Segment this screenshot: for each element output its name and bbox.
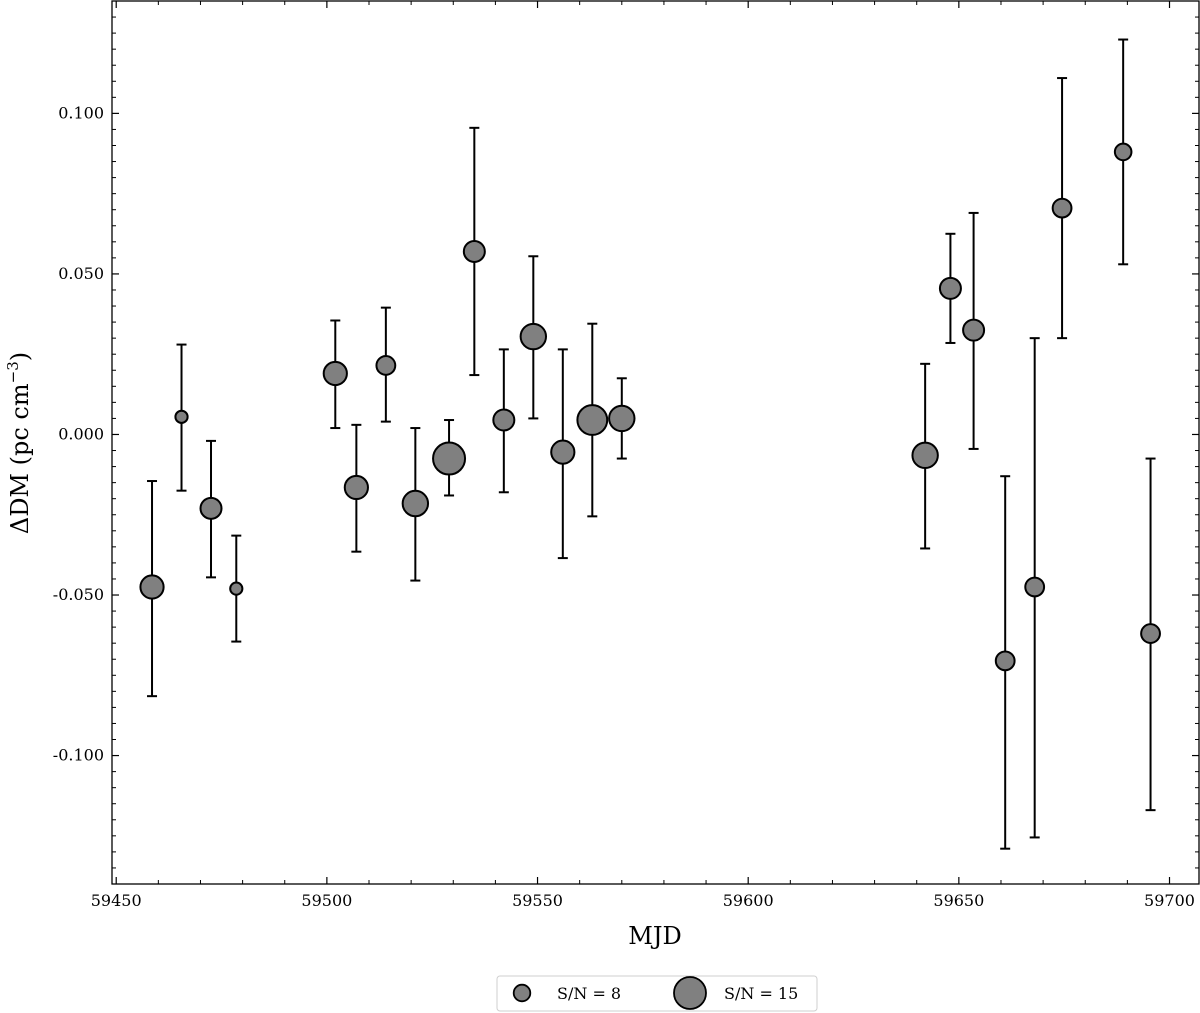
data-points (139, 38, 1161, 850)
x-axis-label: MJD (628, 922, 681, 950)
data-point (462, 126, 486, 377)
data-marker (550, 439, 576, 465)
data-marker (432, 441, 467, 476)
data-marker (1051, 197, 1073, 219)
x-tick-label: 59700 (1144, 891, 1195, 910)
data-marker (139, 574, 165, 600)
data-marker (1113, 142, 1133, 162)
y-axis-label: ΔDM (pc cm−3) (4, 352, 34, 534)
data-point (911, 362, 939, 550)
y-tick-label: -0.100 (53, 746, 104, 765)
data-marker (576, 404, 609, 436)
data-marker (962, 318, 986, 342)
data-point (174, 343, 189, 492)
data-marker (994, 650, 1016, 672)
data-marker (375, 355, 397, 376)
legend-marker-sn8 (512, 983, 532, 1003)
y-tick-label: 0.000 (58, 424, 104, 443)
data-point (199, 439, 223, 579)
data-point (938, 232, 962, 344)
data-point (229, 534, 244, 643)
data-marker (608, 404, 636, 433)
x-tick-label: 59450 (91, 891, 142, 910)
plot-frame (111, 0, 1200, 885)
legend-box (496, 975, 818, 1012)
data-point (375, 306, 397, 423)
data-point (519, 255, 548, 420)
y-axis-label-main: ΔDM (pc cm (6, 383, 34, 534)
data-marker (322, 360, 348, 387)
legend: S/N = 8 S/N = 15 (496, 975, 818, 1012)
data-marker (343, 474, 369, 501)
data-point (550, 348, 576, 560)
data-point (994, 475, 1016, 850)
x-tick-label: 59500 (301, 891, 352, 910)
data-point (1140, 457, 1161, 812)
data-point (343, 423, 369, 553)
data-marker (519, 322, 548, 351)
data-point (322, 319, 348, 430)
legend-marker-sn15 (673, 976, 707, 1010)
data-marker (938, 276, 962, 300)
data-point (401, 427, 430, 582)
y-tick-label: -0.050 (53, 585, 104, 604)
y-axis-label-exponent: −3 (4, 361, 22, 383)
x-tick-label: 59650 (933, 891, 984, 910)
data-marker (174, 409, 189, 424)
data-marker (492, 408, 516, 432)
legend-label-sn15: S/N = 15 (724, 984, 798, 1003)
data-point (432, 419, 467, 497)
x-tick-label: 59600 (723, 891, 774, 910)
data-marker (401, 489, 430, 518)
data-point (608, 377, 636, 460)
y-axis-label-close: ) (6, 352, 34, 361)
legend-label-sn8: S/N = 8 (557, 984, 621, 1003)
data-point (492, 348, 516, 494)
data-point (1113, 38, 1133, 266)
data-point (576, 322, 609, 518)
data-point (962, 211, 986, 450)
data-marker (199, 496, 223, 520)
data-point (1051, 77, 1073, 340)
data-point (1024, 337, 1046, 839)
data-marker (911, 441, 939, 470)
y-tick-label: 0.050 (58, 264, 104, 283)
data-point (139, 480, 165, 698)
x-tick-label: 59550 (512, 891, 563, 910)
y-tick-label: 0.100 (58, 103, 104, 122)
data-marker (229, 581, 244, 596)
data-marker (462, 239, 486, 263)
data-marker (1024, 576, 1046, 598)
axis-ticks: 59450 59500 59550 59600 59650 59700 -0.100 -0.0… (53, 0, 1199, 910)
data-marker (1140, 623, 1161, 644)
